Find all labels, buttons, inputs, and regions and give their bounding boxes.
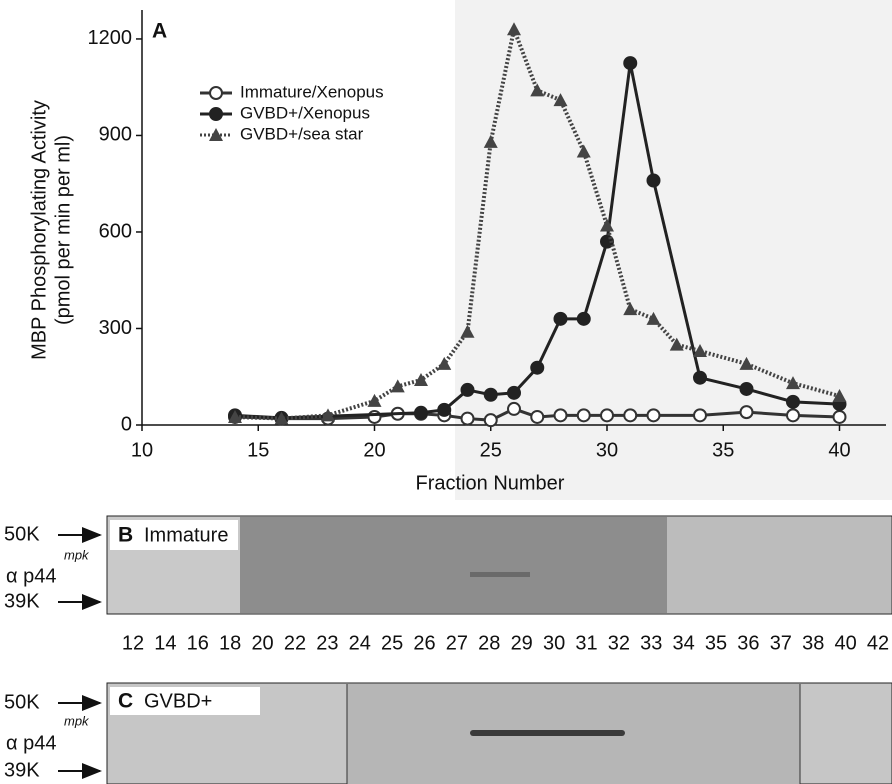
blot-c: C GVBD+ 50K mpk α p44 39K [4, 683, 892, 784]
marker-label: 50K [4, 523, 40, 545]
panel-title: GVBD+ [144, 690, 212, 712]
fraction-label: 33 [640, 632, 662, 654]
data-point [578, 313, 590, 325]
legend-marker [210, 87, 222, 99]
fraction-label: 28 [478, 632, 500, 654]
x-tick-label: 35 [712, 439, 734, 461]
data-point [369, 411, 381, 423]
panel-label: C [118, 690, 133, 713]
fraction-label: 25 [381, 632, 403, 654]
y-tick-label: 300 [99, 317, 132, 339]
fraction-label: 29 [511, 632, 533, 654]
y-tick-label: 900 [99, 124, 132, 146]
fraction-label: 23 [316, 632, 338, 654]
fraction-label: 42 [867, 632, 889, 654]
fraction-label: 38 [802, 632, 824, 654]
y-tick-label: 1200 [88, 27, 133, 49]
legend-label: GVBD+/Xenopus [240, 103, 370, 122]
data-point [555, 409, 567, 421]
fraction-label: 30 [543, 632, 565, 654]
fraction-label: 26 [413, 632, 435, 654]
data-point [578, 409, 590, 421]
x-tick-label: 25 [480, 439, 502, 461]
fraction-label: 31 [575, 632, 597, 654]
page: {"chart_data": {"type": "line", "title":… [0, 0, 892, 784]
y-tick-label: 600 [99, 220, 132, 242]
data-point [694, 409, 706, 421]
panel-a-label: A [152, 20, 167, 43]
data-point [834, 411, 846, 423]
legend-marker [210, 108, 222, 120]
x-tick-label: 10 [131, 439, 153, 461]
panel-label: B [118, 524, 133, 547]
fraction-label: 35 [705, 632, 727, 654]
fraction-label: 16 [187, 632, 209, 654]
data-point [555, 313, 567, 325]
kinase-label: mpk [64, 713, 90, 728]
y-tick-label: 0 [121, 413, 132, 435]
antibody-label: α p44 [6, 732, 57, 754]
data-point [508, 387, 520, 399]
marker-label: 39K [4, 759, 40, 781]
fraction-label: 40 [834, 632, 856, 654]
data-point [531, 411, 543, 423]
antibody-label: α p44 [6, 565, 57, 587]
blot-band [470, 730, 625, 736]
data-point [485, 414, 497, 426]
data-point [508, 403, 520, 415]
data-point [438, 404, 450, 416]
data-point [741, 383, 753, 395]
marker-label: 39K [4, 590, 40, 612]
fraction-label: 34 [673, 632, 695, 654]
data-point [462, 413, 474, 425]
data-point [694, 372, 706, 384]
x-tick-label: 30 [596, 439, 618, 461]
panel-title: Immature [144, 524, 228, 546]
fraction-label: 12 [122, 632, 144, 654]
marker-label: 50K [4, 691, 40, 713]
blot-b: B Immature 50K mpk α p44 39K [4, 516, 892, 614]
fraction-label: 37 [770, 632, 792, 654]
data-point [531, 362, 543, 374]
data-point [462, 384, 474, 396]
fraction-label: 22 [284, 632, 306, 654]
fraction-label: 24 [349, 632, 371, 654]
data-point [741, 406, 753, 418]
data-point [624, 409, 636, 421]
x-tick-label: 15 [247, 439, 269, 461]
blot-band [470, 572, 530, 577]
kinase-label: mpk [64, 547, 90, 562]
data-point [648, 409, 660, 421]
data-point [601, 409, 613, 421]
fraction-label: 14 [154, 632, 176, 654]
fraction-label: 27 [446, 632, 468, 654]
y-axis-label: MBP Phosphorylating Activity [28, 100, 50, 360]
x-tick-label: 40 [828, 439, 850, 461]
data-point [787, 409, 799, 421]
x-axis-label: Fraction Number [416, 472, 565, 494]
y-axis-label-sub: (pmol per min per ml) [52, 135, 74, 325]
fraction-label: 18 [219, 632, 241, 654]
data-point [624, 57, 636, 69]
figure: A MBP Phosphorylating Activity (pmol per… [0, 0, 892, 784]
legend-label: Immature/Xenopus [240, 82, 384, 101]
fraction-label: 32 [608, 632, 630, 654]
legend-label: GVBD+/sea star [240, 124, 364, 143]
data-point [485, 389, 497, 401]
blot-section [240, 517, 667, 613]
fraction-label: 36 [737, 632, 759, 654]
data-point [648, 175, 660, 187]
x-tick-label: 20 [363, 439, 385, 461]
blot-section [667, 517, 891, 613]
data-point [415, 407, 427, 419]
data-point [787, 396, 799, 408]
fraction-label: 20 [251, 632, 273, 654]
